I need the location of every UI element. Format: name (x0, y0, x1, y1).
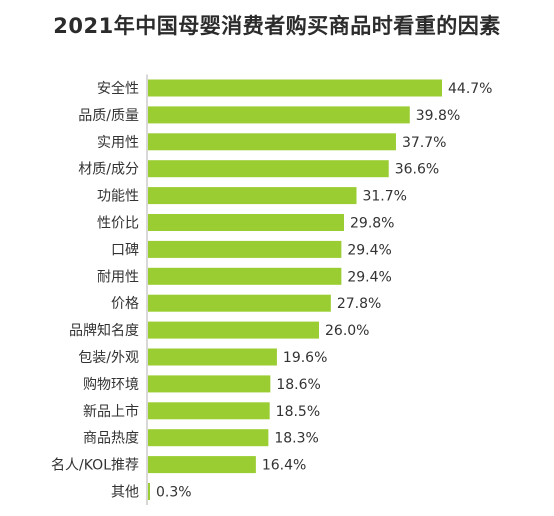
bar (148, 187, 357, 205)
category-label: 价格 (111, 296, 139, 312)
category-label: 耐用性 (97, 269, 139, 285)
bar (148, 133, 396, 151)
value-label: 29.4% (347, 242, 391, 258)
category-label: 其他 (111, 485, 139, 501)
value-label: 29.8% (350, 216, 394, 232)
category-label: 品牌知名度 (69, 322, 139, 339)
value-label: 39.8% (416, 108, 460, 124)
value-label: 29.4% (347, 269, 391, 285)
value-label: 37.7% (402, 135, 446, 151)
value-label: 19.6% (283, 350, 327, 366)
bar (148, 375, 271, 393)
chart-title: 2021年中国母婴消费者购买商品时看重的因素 (53, 14, 501, 38)
bar (148, 79, 442, 97)
category-label: 名人/KOL推荐 (51, 458, 139, 474)
category-label: 安全性 (97, 80, 139, 97)
category-label: 新品上市 (83, 403, 139, 420)
category-label: 材质/成分 (78, 162, 139, 178)
category-label: 商品热度 (83, 431, 139, 447)
value-label: 26.0% (325, 323, 369, 339)
bar (148, 483, 150, 500)
value-label: 18.5% (276, 404, 320, 420)
bar (148, 294, 331, 312)
value-label: 16.4% (262, 458, 306, 474)
value-label: 27.8% (337, 296, 381, 312)
bar (148, 321, 320, 339)
value-label: 31.7% (362, 189, 406, 205)
bar (148, 160, 389, 178)
value-label: 44.7% (448, 81, 492, 97)
bar (148, 348, 277, 366)
value-label: 36.6% (395, 162, 439, 178)
bar (148, 456, 256, 474)
category-label: 品质/质量 (78, 108, 139, 124)
category-label: 包装/外观 (78, 350, 139, 366)
bar (148, 429, 269, 447)
bar (148, 402, 270, 420)
bar (148, 267, 342, 285)
value-label: 18.6% (276, 377, 320, 393)
value-label: 18.3% (274, 431, 318, 447)
category-label: 购物环境 (83, 377, 139, 393)
bar (148, 214, 344, 231)
category-label: 性价比 (97, 216, 139, 232)
category-label: 功能性 (97, 189, 139, 205)
value-label: 0.3% (156, 485, 192, 501)
bar (148, 240, 342, 258)
bar (148, 106, 410, 124)
category-label: 实用性 (97, 135, 139, 151)
category-label: 口碑 (111, 242, 139, 258)
